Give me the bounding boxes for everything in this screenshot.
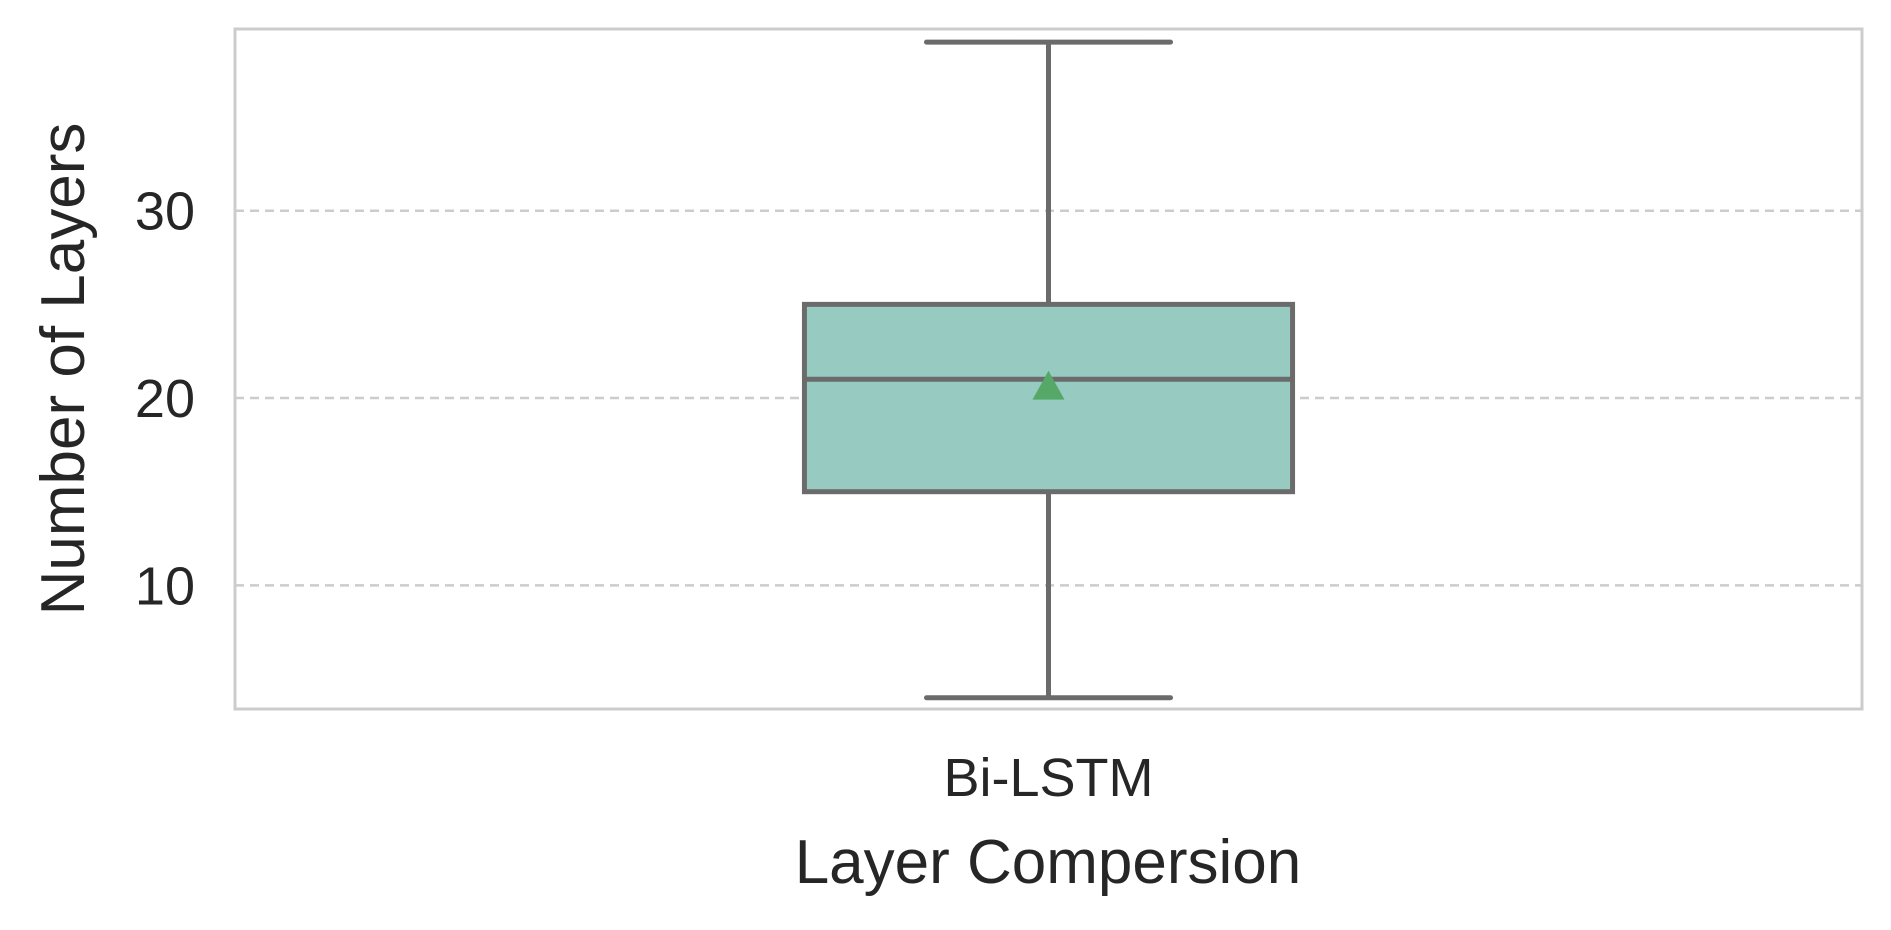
y-tick-label: 30 — [135, 182, 195, 242]
x-tick-labels: Bi-LSTM — [943, 748, 1153, 808]
y-axis-title: Number of Layers — [29, 123, 98, 616]
mean-marker — [1032, 370, 1065, 400]
y-tick-label: 20 — [135, 369, 195, 429]
box-plot-layer — [801, 39, 1296, 701]
y-tick-labels: 10 20 30 — [135, 182, 195, 617]
x-axis-title: Layer Compersion — [795, 828, 1302, 897]
plot-frame — [233, 27, 1864, 711]
y-tick-label: 10 — [135, 556, 195, 616]
x-tick-label: Bi-LSTM — [943, 748, 1153, 808]
